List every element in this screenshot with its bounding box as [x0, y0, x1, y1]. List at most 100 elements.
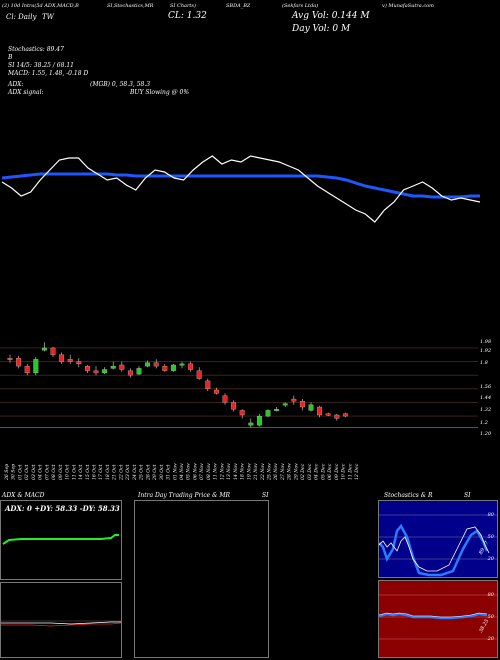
adx-label: ADX:	[8, 81, 24, 88]
price-tick-label: 1.2	[480, 420, 488, 426]
date-tick-label: 28 Nov	[287, 463, 293, 481]
candle-body	[256, 415, 262, 426]
date-tick-label: 27 Nov	[280, 463, 286, 481]
buy-slowing-label: BUY Slowing @ 0%	[130, 89, 190, 96]
date-tick-label: 18 Nov	[240, 463, 246, 480]
header-title-1: (2) 10d Intra(5d ADX,MACD,B	[2, 3, 79, 9]
candle-body	[67, 359, 73, 362]
candle-body	[342, 413, 348, 417]
date-tick-label: 30 Sep	[11, 464, 17, 480]
date-tick-label: 07 Oct	[44, 464, 50, 480]
price-tick-label: 1.8	[480, 360, 488, 366]
macd-line-red	[1, 622, 121, 627]
header-code: TW	[42, 13, 54, 21]
price-tick-label: 1.32	[480, 407, 491, 413]
price-tick-label: 1.98	[480, 339, 491, 345]
date-tick-label: 04 Nov	[179, 463, 185, 480]
date-tick-label: 15 Oct	[85, 464, 91, 480]
date-tick-label: 11 Dec	[347, 463, 353, 480]
candle-body	[59, 354, 65, 362]
date-tick-label: 22 Oct	[118, 464, 124, 481]
date-tick-label: 14 Oct	[78, 464, 84, 480]
rsi-panel: 80 50 20 38.25	[378, 580, 498, 658]
date-tick-label: 08 Nov	[206, 463, 212, 480]
intraday-panel-title-si: SI	[262, 492, 269, 499]
date-tick-label: 25 Nov	[267, 463, 273, 481]
date-tick-label: 10 Oct	[65, 464, 71, 480]
candle-body	[205, 380, 211, 389]
adx-line-svg	[2, 534, 119, 545]
candle-body	[145, 362, 151, 367]
header-title-5: (Sekfars Ltda)	[282, 3, 319, 9]
date-tick-label: 30 Oct	[159, 464, 165, 480]
date-tick-label: 10 Dec	[341, 463, 347, 480]
date-tick-label: 02 Dec	[300, 463, 306, 480]
stoch-k-line	[379, 523, 489, 577]
candle-body	[188, 363, 194, 370]
price-tick-label: 1.56	[480, 384, 492, 390]
date-tick-label: 25 Oct	[139, 464, 145, 481]
intraday-panel-title: Intra Day Trading Price & MR	[138, 492, 231, 499]
candle-body	[213, 389, 219, 394]
stochastics-si: SI 14/5: 38.25 / 68.11	[8, 62, 74, 69]
macd-line-white	[1, 621, 121, 625]
candle-body	[102, 369, 108, 374]
date-tick-label: 23 Oct	[125, 464, 131, 481]
candle-body	[24, 365, 30, 374]
candle-body	[110, 365, 116, 369]
date-tick-label: 26 Nov	[273, 463, 279, 481]
macd-lines-svg	[1, 620, 121, 627]
date-tick-label: 26 Sep	[4, 464, 10, 481]
candle-body	[317, 406, 323, 416]
price-tick-label: 1.44	[480, 395, 491, 401]
stoch-panel-title-si: SI	[464, 492, 471, 499]
close-price-label: CL: 1.32	[168, 11, 207, 21]
candle-body	[179, 363, 185, 366]
date-tick-label: 21 Nov	[253, 463, 259, 481]
price-line	[1, 155, 481, 223]
date-tick-label: 17 Oct	[98, 464, 104, 480]
header-title-4: SBDA_BZ	[226, 3, 251, 9]
date-tick-label: 24 Oct	[132, 464, 138, 481]
date-tick-label: 01 Nov	[172, 463, 178, 480]
candle-body	[196, 370, 202, 379]
adx-panel: ADX: 0 +DY: 58.33 -DY: 58.33	[0, 500, 122, 580]
candle-body	[16, 358, 22, 367]
header-cl-daily: Cl: Daily	[6, 13, 37, 21]
adx-panel-title: ADX & MACD	[2, 492, 45, 499]
date-tick-label: 09 Dec	[334, 463, 340, 480]
adx-panel-label: ADX: 0 +DY: 58.33 -DY: 58.33	[5, 504, 120, 513]
date-tick-label: 14 Nov	[233, 463, 239, 480]
candle-body	[136, 368, 142, 375]
date-tick-label: 28 Oct	[145, 464, 151, 481]
stoch-d-line	[379, 526, 490, 572]
candle-body	[222, 395, 228, 403]
date-tick-label: 04 Oct	[38, 464, 44, 480]
date-tick-label: 31 Oct	[166, 464, 172, 480]
candle-body	[33, 359, 39, 374]
date-tick-label: 08 Oct	[51, 464, 57, 480]
date-tick-label: 12 Dec	[354, 463, 360, 480]
date-tick-label: 09 Oct	[58, 464, 64, 480]
date-tick-label: 06 Nov	[192, 463, 198, 480]
stochastics-label: Stochastics: 89.47	[8, 46, 64, 53]
candle-body	[127, 370, 133, 376]
rsi-white-line	[379, 612, 488, 618]
date-tick-label: 13 Nov	[226, 463, 232, 480]
date-tick-label: 29 Oct	[152, 464, 158, 481]
date-tick-label: 05 Nov	[186, 463, 192, 480]
main-chart: 1.981.921.81.561.441.321.21.20 26 Sep 30 …	[0, 155, 492, 481]
candle-body	[282, 403, 288, 406]
date-tick-label: 04 Dec	[314, 463, 320, 480]
candle-body	[291, 398, 297, 402]
date-tick-label: 22 Nov	[260, 463, 266, 481]
day-volume-label: Day Vol: 0 M	[292, 24, 351, 34]
date-tick-label: 05 Dec	[320, 463, 326, 480]
adx-line	[2, 534, 119, 545]
date-tick-label: 11 Nov	[213, 463, 219, 480]
stoch-lines-svg	[379, 514, 497, 577]
date-tick-label: 06 Dec	[327, 463, 333, 480]
candle-body	[308, 404, 314, 411]
price-tick-label: 1.92	[480, 348, 491, 354]
macd-panel	[0, 582, 122, 658]
